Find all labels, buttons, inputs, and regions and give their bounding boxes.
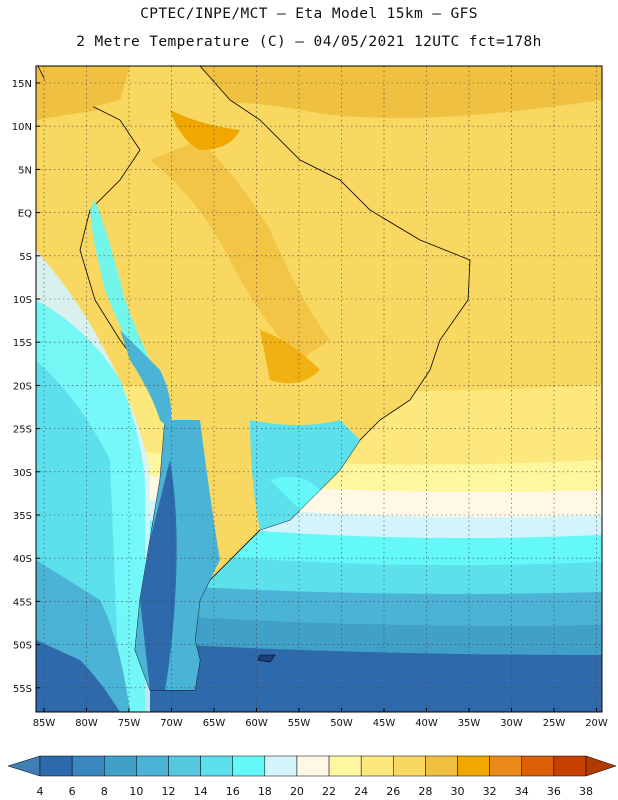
colorbar-bin xyxy=(71,755,105,777)
southern-brazil-cool xyxy=(250,420,360,530)
central-hot-spot xyxy=(260,330,320,384)
lon-label: 60W xyxy=(245,718,268,729)
colorbar-label: 4 xyxy=(37,785,44,798)
colorbar-label: 24 xyxy=(354,785,368,798)
colorbar-label: 36 xyxy=(547,785,561,798)
colorbar-bin xyxy=(393,755,426,777)
central-andes-cool xyxy=(120,330,172,430)
lon-label: 20W xyxy=(585,718,608,729)
lon-label: 80W xyxy=(75,718,98,729)
pacific-4-6 xyxy=(36,640,120,712)
colorbar-bin xyxy=(136,755,169,777)
lon-label: 50W xyxy=(330,718,353,729)
south-america-land xyxy=(37,66,471,691)
uruguay-cool xyxy=(270,476,320,510)
colorbar-low-arrow xyxy=(7,755,41,777)
map-title: CPTEC/INPE/MCT – Eta Model 15km – GFS xyxy=(140,6,478,22)
colorbar-label: 30 xyxy=(451,785,465,798)
colorbar-label: 6 xyxy=(69,785,76,798)
colorbar-bin xyxy=(328,755,362,777)
colorbar-label: 8 xyxy=(101,785,108,798)
lat-label: 40S xyxy=(13,554,32,565)
interior-warm-region xyxy=(150,140,330,360)
colorbar-bin xyxy=(39,755,73,777)
lat-label: 15S xyxy=(13,338,32,349)
lat-label: 55S xyxy=(13,684,32,695)
venezuela-hot-spot xyxy=(170,110,240,150)
colorbar-label: 28 xyxy=(418,785,432,798)
lat-label: 30S xyxy=(13,468,32,479)
lat-label: 10S xyxy=(13,295,32,306)
falkland-islands xyxy=(257,654,276,663)
lat-label: EQ xyxy=(18,209,32,220)
lon-label: 45W xyxy=(373,718,396,729)
colorbar-high-arrow xyxy=(585,755,617,777)
colorbar-label: 22 xyxy=(322,785,336,798)
lat-label: 5S xyxy=(19,252,32,263)
lat-label: 35S xyxy=(13,511,32,522)
central-america xyxy=(40,66,130,110)
colorbar-bin xyxy=(296,755,330,777)
lon-label: 70W xyxy=(160,718,183,729)
map-frame xyxy=(35,65,603,713)
colorbar-label: 14 xyxy=(194,785,208,798)
lat-label: 10N xyxy=(12,122,32,133)
colorbar-label: 12 xyxy=(161,785,175,798)
colorbar-label: 18 xyxy=(258,785,272,798)
lat-label: 5N xyxy=(18,165,32,176)
lon-label: 65W xyxy=(203,718,226,729)
colorbar-label: 26 xyxy=(386,785,400,798)
colorbar-label: 38 xyxy=(579,785,593,798)
lat-label: 50S xyxy=(13,641,32,652)
map-subtitle: 2 Metre Temperature (C) – 04/05/2021 12U… xyxy=(76,34,542,50)
lon-label: 55W xyxy=(288,718,311,729)
longitude-labels: 85W 80W 75W 70W 65W 60W 55W 50W 45W 40W 35W 30W 25W 2… xyxy=(33,708,608,729)
colorbar-bin xyxy=(360,755,394,777)
colorbar-bin xyxy=(232,755,266,777)
colorbar-bin xyxy=(489,755,523,777)
lon-label: 75W xyxy=(118,718,141,729)
latitude-labels: 15N 10N 5N EQ 5S 10S 15S 20S 25S 30S 35S 40S 45S 50S 5… xyxy=(12,79,40,695)
lon-label: 30W xyxy=(500,718,523,729)
lat-label: 15N xyxy=(12,79,32,90)
colorbar-bin xyxy=(200,755,233,777)
colorbar-bin xyxy=(457,755,490,777)
band-18-20 xyxy=(36,485,602,542)
colorbar-label: 16 xyxy=(226,785,240,798)
colorbar-label: 10 xyxy=(129,785,143,798)
colorbar-bin xyxy=(103,755,137,777)
lon-label: 85W xyxy=(33,718,56,729)
colorbar-label: 20 xyxy=(290,785,304,798)
colorbar-label: 32 xyxy=(483,785,497,798)
lat-label: 20S xyxy=(13,381,32,392)
colorbar-bin xyxy=(521,755,555,777)
colorbar-bin xyxy=(553,755,587,777)
lat-label: 25S xyxy=(13,425,32,436)
colorbar-bin xyxy=(425,755,458,777)
lon-label: 40W xyxy=(415,718,438,729)
colorbar-bin xyxy=(264,755,298,777)
lat-label: 45S xyxy=(13,597,32,608)
lon-label: 35W xyxy=(458,718,481,729)
colorbar-bin xyxy=(168,755,201,777)
colorbar-label: 34 xyxy=(515,785,529,798)
andes-cold xyxy=(140,460,177,690)
lon-label: 25W xyxy=(543,718,566,729)
colorbar: 4 6 8 10 12 14 16 18 20 22 24 26 28 30 32 34 36 38 xyxy=(7,755,617,798)
northern-andes-cool xyxy=(90,200,150,365)
